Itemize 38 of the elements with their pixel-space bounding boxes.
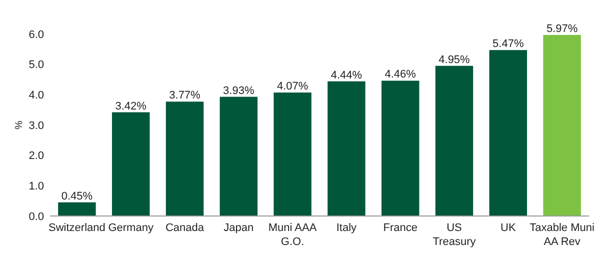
x-tick-label: Germany — [108, 222, 154, 234]
y-tick-label: 3.0 — [28, 120, 44, 132]
bar — [328, 81, 366, 216]
x-tick-label: Taxable Muni AA Rev — [530, 222, 594, 248]
bar — [435, 66, 474, 216]
bar — [381, 80, 420, 216]
data-label: 3.93% — [223, 84, 254, 97]
x-tick-label: UK — [500, 222, 516, 234]
data-label: 4.95% — [438, 54, 470, 66]
bar — [489, 50, 528, 216]
x-tick-label: Canada — [165, 222, 205, 234]
data-label: 3.77% — [169, 90, 201, 102]
data-label: 5.47% — [492, 38, 524, 50]
data-label: 5.97% — [546, 22, 578, 35]
bar — [220, 96, 258, 216]
y-tick-label: 6.0 — [28, 28, 44, 41]
bar — [112, 112, 150, 216]
y-tick-label: 0.0 — [28, 210, 44, 223]
data-label: 4.46% — [384, 68, 416, 81]
y-axis-title: % — [14, 120, 25, 130]
y-tick-label: 5.0 — [28, 59, 44, 72]
data-label: 4.07% — [276, 80, 308, 93]
data-label: 3.42% — [115, 100, 147, 112]
x-tick-label: Italy — [336, 222, 358, 234]
bar — [166, 102, 204, 216]
bar — [543, 34, 581, 216]
data-label: 0.45% — [61, 190, 93, 202]
bar — [274, 92, 312, 216]
x-tick-label: Switzerland — [48, 222, 106, 234]
y-tick-label: 1.0 — [28, 180, 44, 193]
y-tick-label: 2.0 — [28, 150, 44, 162]
x-tick-label: Japan — [224, 222, 254, 234]
x-tick-label: US Treasury — [432, 222, 476, 248]
x-tick-label: Muni AAA G.O. — [268, 222, 318, 248]
bar — [58, 202, 96, 216]
y-tick-label: 4.0 — [28, 90, 44, 102]
data-label: 4.44% — [330, 69, 362, 82]
x-tick-label: France — [383, 222, 418, 234]
